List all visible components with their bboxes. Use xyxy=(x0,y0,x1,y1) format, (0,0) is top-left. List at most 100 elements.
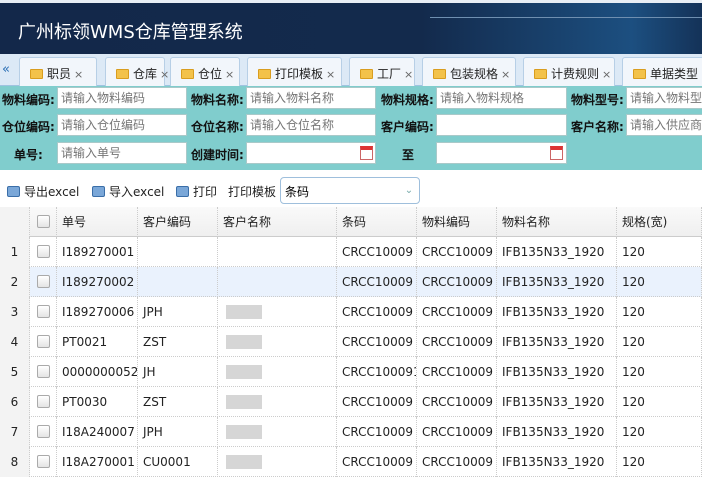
close-icon[interactable]: × xyxy=(160,68,170,81)
header-decoration xyxy=(430,17,702,18)
cell-mname: IFB135N33_1920 xyxy=(497,237,617,267)
column-header[interactable]: 条码 xyxy=(337,207,417,237)
location-name-input[interactable] xyxy=(246,114,376,136)
cell-mname: IFB135N33_1920 xyxy=(497,417,617,447)
cell-name xyxy=(218,387,337,417)
row-select-cell xyxy=(30,447,57,477)
created-time-end-input[interactable] xyxy=(436,142,567,164)
tab-label: 打印模板 xyxy=(275,67,324,81)
cell-mcode: CRCC10009 xyxy=(417,417,497,447)
row-number: 5 xyxy=(0,357,30,387)
cell-mcode: CRCC10009 xyxy=(417,237,497,267)
cell-spec: 120 xyxy=(617,237,702,267)
tab-7[interactable]: 单据类型 xyxy=(622,57,702,86)
location-code-input[interactable] xyxy=(57,114,187,136)
close-icon[interactable]: × xyxy=(602,68,612,81)
cell-mname: IFB135N33_1920 xyxy=(497,327,617,357)
material-spec-input[interactable] xyxy=(436,87,567,109)
cell-no: PT0021 xyxy=(57,327,138,357)
material-model-label: 物料型号: xyxy=(571,93,624,107)
table-row[interactable]: 3 I189270006 JPH CRCC10009 CRCC10009 IFB135N3… xyxy=(0,297,702,327)
row-select-cell xyxy=(30,267,57,297)
export-excel-button[interactable]: 导出excel xyxy=(7,183,79,200)
folder-icon xyxy=(360,69,373,79)
cell-mname: IFB135N33_1920 xyxy=(497,267,617,297)
order-no-label: 单号: xyxy=(14,148,43,162)
print-button[interactable]: 打印 xyxy=(176,183,217,200)
column-header[interactable]: 单号 xyxy=(57,207,138,237)
cell-no: I189270002 xyxy=(57,267,138,297)
select-all-checkbox[interactable] xyxy=(37,215,50,228)
tab-4[interactable]: 工厂 × xyxy=(349,57,415,86)
material-code-input[interactable] xyxy=(57,87,187,109)
cell-no: I189270006 xyxy=(57,297,138,327)
row-checkbox[interactable] xyxy=(37,335,50,348)
close-icon[interactable]: × xyxy=(404,68,414,81)
material-model-input[interactable] xyxy=(626,87,702,109)
table-row[interactable]: 4 PT0021 ZST CRCC10009 CRCC10009 IFB135N33_19… xyxy=(0,327,702,357)
cell-mcode: CRCC10009 xyxy=(417,387,497,417)
cell-spec: 120 xyxy=(617,327,702,357)
tab-3[interactable]: 打印模板 × xyxy=(247,57,342,86)
chevron-down-icon[interactable]: ⌄ xyxy=(404,185,414,196)
filter-panel: 物料编码: 物料名称: 物料规格: 物料型号: 仓位编码: 仓位名称: 客户编码… xyxy=(0,86,702,170)
tab-6[interactable]: 计费规则 × xyxy=(523,57,615,86)
table-row[interactable]: 6 PT0030 ZST CRCC10009 CRCC10009 IFB135N33_19… xyxy=(0,387,702,417)
close-icon[interactable]: × xyxy=(74,68,84,81)
tab-1[interactable]: 仓库 × xyxy=(105,57,169,86)
import-excel-button[interactable]: 导入excel xyxy=(92,183,164,200)
table-row[interactable]: 8 I18A270001 CU0001 CRCC10009 CRCC10009 IFB13… xyxy=(0,447,702,477)
tab-0[interactable]: 职员 × xyxy=(19,57,97,86)
row-checkbox[interactable] xyxy=(37,365,50,378)
cell-no: PT0030 xyxy=(57,387,138,417)
column-header[interactable]: 物料编码 xyxy=(417,207,497,237)
row-checkbox[interactable] xyxy=(37,455,50,468)
cell-name xyxy=(218,267,337,297)
column-header[interactable]: 客户名称 xyxy=(218,207,337,237)
close-icon[interactable]: × xyxy=(501,68,511,81)
customer-name-input[interactable] xyxy=(626,114,702,136)
cell-barcode: CRCC10009 xyxy=(337,297,417,327)
location-name-label: 仓位名称: xyxy=(191,120,244,134)
row-checkbox[interactable] xyxy=(37,425,50,438)
close-icon[interactable]: × xyxy=(225,68,235,81)
table-row[interactable]: 5 0000000052 JH CRCC100091 CRCC10009 IFB135N3… xyxy=(0,357,702,387)
folder-icon xyxy=(181,69,194,79)
cell-spec: 120 xyxy=(617,417,702,447)
cell-barcode: CRCC10009 xyxy=(337,417,417,447)
cell-name xyxy=(218,327,337,357)
calendar-icon[interactable] xyxy=(360,146,373,160)
column-header[interactable]: 物料名称 xyxy=(497,207,617,237)
customer-code-input[interactable] xyxy=(436,114,567,136)
close-icon[interactable]: × xyxy=(326,68,336,81)
table-row[interactable]: 2 I189270002 CRCC10009 CRCC10009 IFB135N33_1… xyxy=(0,267,702,297)
cell-barcode: CRCC10009 xyxy=(337,447,417,477)
print-template-select[interactable]: 条码 ⌄ xyxy=(280,177,420,204)
cell-no: I189270001 xyxy=(57,237,138,267)
column-header[interactable]: 规格(宽) xyxy=(617,207,702,237)
row-checkbox[interactable] xyxy=(37,275,50,288)
cell-spec: 120 xyxy=(617,387,702,417)
table-row[interactable]: 7 I18A240007 JPH CRCC10009 CRCC10009 IFB135N3… xyxy=(0,417,702,447)
cell-spec: 120 xyxy=(617,297,702,327)
tab-label: 仓位 xyxy=(198,67,223,81)
cell-name xyxy=(218,417,337,447)
tab-label: 仓库 xyxy=(133,67,158,81)
order-no-input[interactable] xyxy=(57,142,187,164)
cell-mcode: CRCC10009 xyxy=(417,447,497,477)
row-checkbox[interactable] xyxy=(37,395,50,408)
cell-name xyxy=(218,237,337,267)
material-name-input[interactable] xyxy=(246,87,376,109)
cell-barcode: CRCC10009 xyxy=(337,387,417,417)
tab-2[interactable]: 仓位 × xyxy=(170,57,240,86)
created-time-start-input[interactable] xyxy=(246,142,376,164)
calendar-icon[interactable] xyxy=(550,146,563,160)
row-number: 7 xyxy=(0,417,30,447)
row-checkbox[interactable] xyxy=(37,305,50,318)
collapse-icon[interactable]: « xyxy=(2,62,10,77)
row-checkbox[interactable] xyxy=(37,245,50,258)
table-row[interactable]: 1 I189270001 CRCC10009 CRCC10009 IFB135N33_1… xyxy=(0,237,702,267)
tab-5[interactable]: 包装规格 × xyxy=(422,57,516,86)
column-header[interactable]: 客户编码 xyxy=(138,207,218,237)
material-code-label: 物料编码: xyxy=(2,93,55,107)
